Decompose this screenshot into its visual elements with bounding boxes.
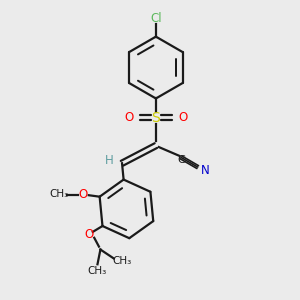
Text: O: O [84, 228, 93, 241]
Text: S: S [152, 111, 160, 124]
Text: C: C [178, 155, 185, 165]
Text: O: O [78, 188, 88, 201]
Text: Cl: Cl [150, 12, 162, 25]
Text: CH₃: CH₃ [88, 266, 107, 276]
Text: CH₃: CH₃ [50, 189, 69, 199]
Text: CH₃: CH₃ [112, 256, 131, 266]
Text: O: O [178, 111, 188, 124]
Text: O: O [124, 111, 134, 124]
Text: N: N [201, 164, 210, 177]
Text: H: H [105, 154, 114, 167]
